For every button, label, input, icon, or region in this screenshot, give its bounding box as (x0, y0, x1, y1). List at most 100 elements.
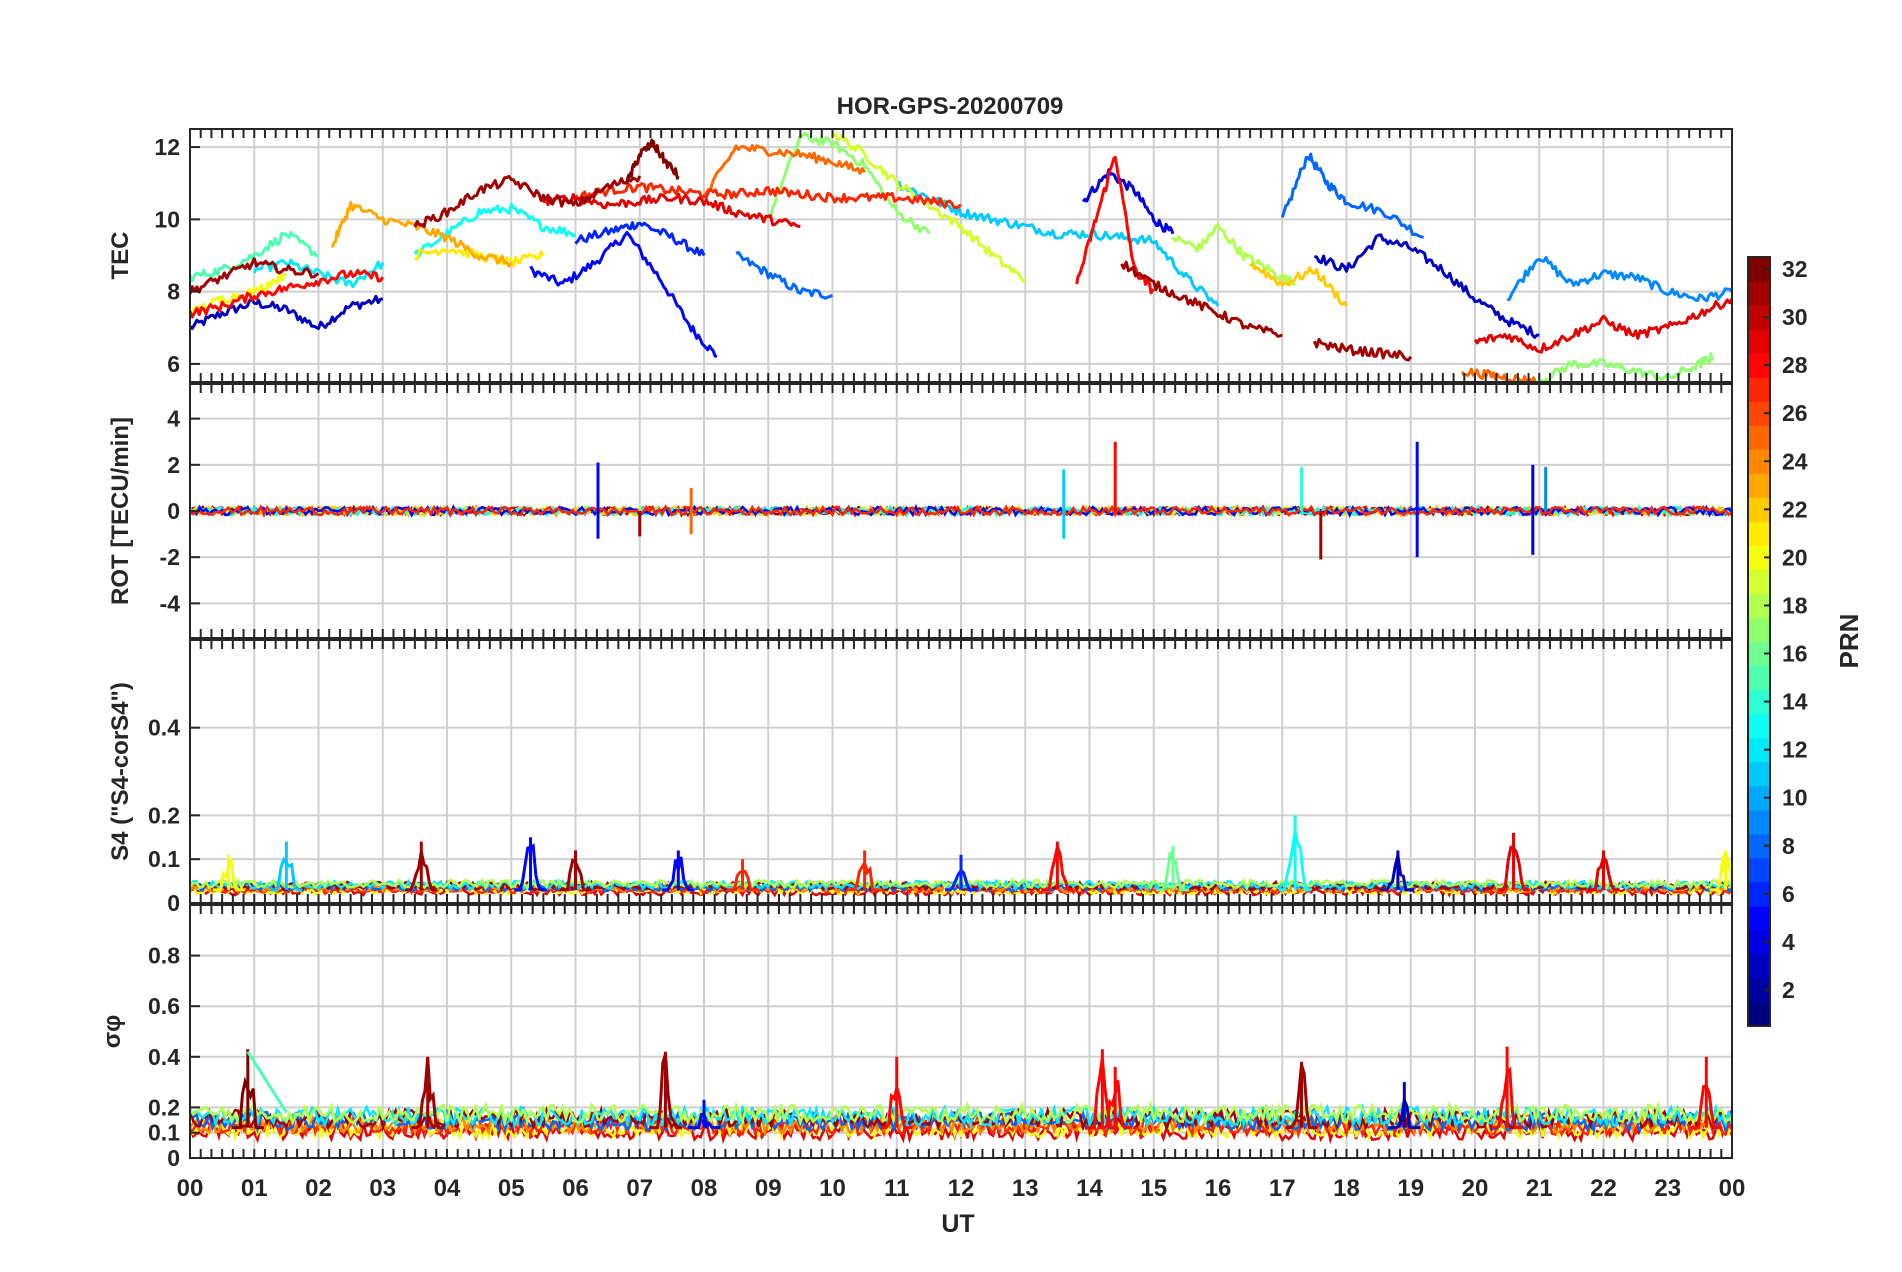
colorbar-swatch (1748, 785, 1770, 811)
y-axis-label: ROT [TECU/min] (107, 417, 134, 605)
grid (189, 129, 1733, 382)
colorbar-swatch (1748, 641, 1770, 667)
y-tick-label: 4 (167, 406, 180, 432)
x-tick-label: 19 (1397, 1175, 1424, 1202)
tec-series-prn-15 (190, 230, 319, 283)
x-tick-label: 16 (1205, 1175, 1232, 1202)
figure-title: HOR-GPS-20200709 (837, 93, 1064, 120)
tec-series-prn-17 (767, 131, 931, 235)
colorbar-tick-label: 4 (1782, 929, 1795, 955)
x-tick-label: 03 (369, 1175, 396, 1202)
x-tick-label: 20 (1462, 1175, 1489, 1202)
tec-series-prn-32 (625, 138, 680, 185)
x-tick-label: 11 (884, 1175, 909, 1202)
tec-series-prn-28 (1075, 155, 1155, 295)
colorbar-swatch (1748, 545, 1770, 571)
tec-series-prn-29 (1473, 298, 1732, 354)
colorbar-swatch (1748, 281, 1770, 306)
y-tick-label: 0.2 (148, 802, 180, 828)
tec-series-prn-3 (1313, 233, 1540, 339)
tec-series-prn-31 (1313, 337, 1413, 362)
colorbar-swatch (1748, 449, 1770, 474)
y-tick-label: 10 (154, 206, 180, 232)
colorbar-tick-label: 22 (1782, 496, 1808, 522)
x-tick-label: 02 (305, 1175, 332, 1202)
tec-series-prn-22 (1249, 262, 1348, 307)
tec-series-prn-11 (895, 180, 1220, 307)
panel-2: -4 -2 0 2 4 ROT [TECU/min] (107, 383, 1733, 639)
y-tick-label: -4 (160, 590, 181, 616)
x-tick-label: 23 (1654, 1175, 1681, 1202)
colorbar-swatch (1748, 305, 1770, 330)
tec-series-prn-3 (190, 294, 383, 330)
y-tick-label: -2 (160, 544, 180, 570)
x-tick-label: 13 (1012, 1175, 1039, 1202)
tec-series-prn-8 (735, 250, 834, 300)
y-tick-label: 12 (154, 134, 180, 160)
series-group (190, 131, 1732, 382)
minor-ticks (189, 129, 1733, 382)
x-tick-label: 01 (241, 1175, 268, 1202)
tec-series-prn-18 (1171, 222, 1296, 286)
colorbar-label: PRN (1834, 614, 1864, 669)
colorbar-swatch (1748, 905, 1770, 931)
colorbar-tick-label: 2 (1782, 977, 1795, 1003)
colorbar-frame (1747, 256, 1771, 1027)
minor-ticks (189, 905, 1733, 1158)
minor-ticks (189, 640, 1733, 903)
colorbar-swatch (1748, 617, 1770, 643)
tec-series-prn-27 (574, 182, 962, 210)
colorbar-swatch (1748, 737, 1770, 763)
colorbar-swatch (1748, 665, 1770, 691)
sigma-segment (246, 1050, 288, 1114)
x-axis-label: UT (941, 1210, 974, 1238)
series-group (190, 815, 1732, 898)
colorbar-swatch (1748, 329, 1770, 354)
y-tick-label: 8 (167, 279, 180, 305)
x-tick-label: 00 (1719, 1175, 1746, 1202)
x-tick-label: 04 (434, 1175, 461, 1202)
tec-series-prn-8 (1280, 152, 1424, 239)
tec-series-prn-31 (413, 174, 642, 228)
tec-series-prn-6 (574, 221, 706, 257)
colorbar-tick-label: 6 (1782, 881, 1795, 907)
colorbar-swatch (1748, 473, 1770, 498)
colorbar-tick-label: 30 (1782, 304, 1808, 330)
y-tick-label: 0.1 (148, 846, 180, 872)
panel-1: 6 8 10 12 TEC (107, 128, 1733, 383)
panel-4: 00.10.2 0.4 0.6 0.8 σφ 00 01 02 03 04 05 06 07 08 09 10… (99, 904, 1746, 1202)
tec-series-prn-31 (190, 257, 320, 295)
y-tick-label: 0 (167, 498, 180, 524)
tec-series-prn-4 (1081, 168, 1175, 235)
y-axis-label: S4 ("S4-corS4") (107, 682, 134, 861)
colorbar-swatch (1748, 833, 1770, 859)
colorbar-swatch (1748, 257, 1770, 282)
colorbar-swatch (1748, 881, 1770, 907)
x-tick-label: 14 (1076, 1175, 1103, 1202)
x-tick-label: 12 (948, 1175, 975, 1202)
y-tick-label: 6 (167, 351, 180, 377)
colorbar-tick-label: 26 (1782, 400, 1808, 426)
colorbar-swatch (1748, 497, 1770, 522)
y-tick-label: 0.4 (148, 715, 180, 741)
x-tick-label: 06 (562, 1175, 589, 1202)
y-tick-label: 0.2 (148, 1094, 180, 1120)
y-tick-label: 0.1 (148, 1120, 180, 1146)
x-tick-label: 09 (755, 1175, 782, 1202)
rot-series-prn-27 (190, 504, 1732, 518)
tec-series-prn-31 (1120, 260, 1283, 338)
tec-series-prn-28 (190, 268, 385, 319)
x-tick-label: 18 (1333, 1175, 1360, 1202)
colorbar-swatch (1748, 929, 1770, 955)
colorbar-tick-label: 28 (1782, 352, 1808, 378)
colorbar-swatch (1748, 809, 1770, 835)
colorbar-tick-label: 18 (1782, 592, 1808, 618)
x-tick-label: 08 (691, 1175, 718, 1202)
colorbar-swatch (1748, 713, 1770, 739)
x-tick-label: 22 (1590, 1175, 1617, 1202)
x-tick-label: 00 (177, 1175, 204, 1202)
colorbar-swatch (1748, 593, 1770, 619)
baseline-series-prn-18 (190, 1100, 1732, 1128)
